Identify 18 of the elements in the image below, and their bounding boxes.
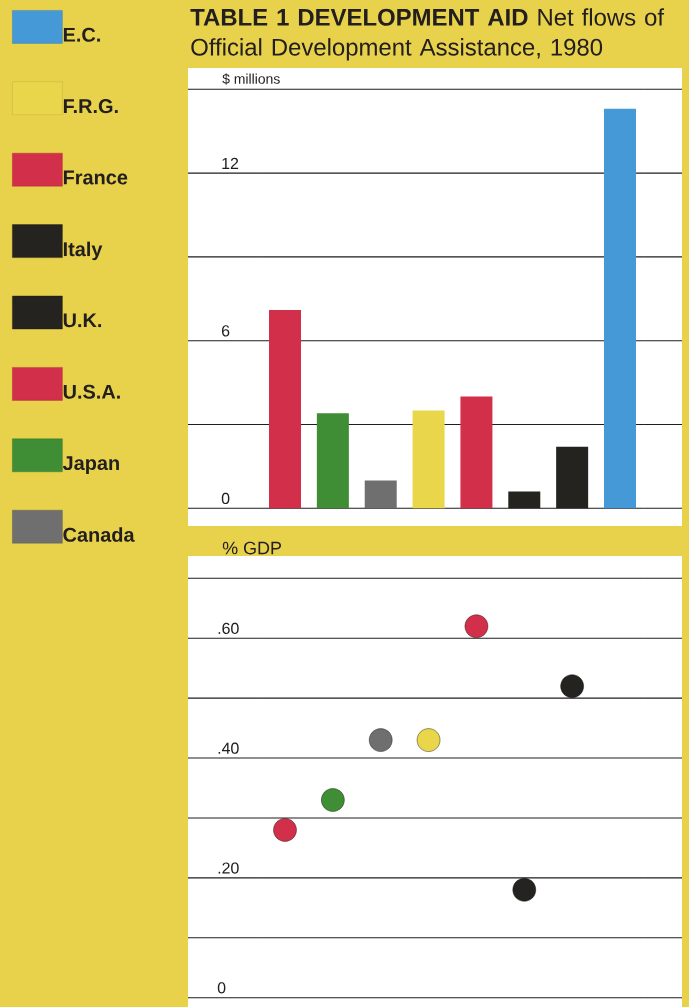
y-tick-label: .20: [218, 862, 239, 874]
y-tick-label: .40: [218, 742, 239, 754]
legend-label: U.K.: [63, 313, 102, 328]
y-tick-label: 0: [217, 982, 226, 994]
legend-label: Italy: [63, 241, 103, 261]
y-tick-label: 0: [221, 492, 230, 505]
chart-title: TABLE 1 DEVELOPMENT AID Net flows of Official Development Assistance, 1980: [190, 8, 665, 61]
legend-label: E.C.: [63, 27, 100, 42]
legend-label: Japan: [62, 456, 119, 475]
y-axis-title: $ millions: [222, 73, 280, 85]
y-axis-title: % GDP: [222, 541, 282, 555]
legend-label: F.R.G.: [63, 99, 118, 114]
y-tick-label: .60: [218, 622, 239, 635]
legend-label: France: [63, 170, 128, 185]
y-tick-label: 6: [221, 325, 230, 337]
legend-label: Canada: [63, 527, 135, 542]
legend-label: U.S.A.: [63, 384, 120, 399]
y-tick-label: 12: [222, 157, 239, 169]
